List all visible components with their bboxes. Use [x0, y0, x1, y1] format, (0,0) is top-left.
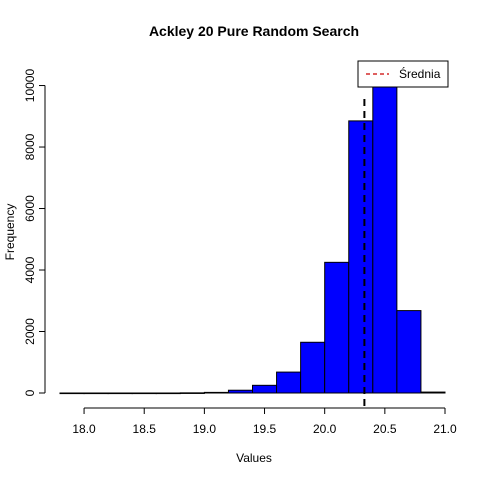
- y-tick-label: 0: [23, 389, 37, 396]
- y-axis: 0 2000 4000 6000 8000 10000: [23, 69, 46, 396]
- histogram-bar: [131, 392, 157, 395]
- histogram-bar: [203, 391, 229, 394]
- histogram-bar: [324, 261, 350, 394]
- histogram-bar: [276, 371, 302, 394]
- y-tick-label: 10000: [23, 69, 37, 103]
- histogram-bar: [372, 83, 398, 394]
- x-tick-label: 21.0: [433, 422, 457, 436]
- histogram-bar: [227, 389, 253, 394]
- x-tick-label: 18.5: [133, 422, 157, 436]
- x-axis: 18.0 18.5 19.0 19.5 20.0 20.5 21.0: [72, 407, 457, 436]
- legend: Średnia: [357, 60, 449, 88]
- y-axis-label: Frequency: [3, 204, 17, 261]
- histogram-bar: [348, 120, 374, 394]
- x-tick-label: 19.5: [253, 422, 277, 436]
- histogram-bar: [59, 392, 85, 395]
- histogram-bar: [252, 384, 278, 394]
- bars-group: [59, 83, 446, 395]
- x-tick-label: 20.0: [313, 422, 337, 436]
- x-tick-label: 19.0: [193, 422, 217, 436]
- x-tick-label: 20.5: [373, 422, 397, 436]
- y-tick-label: 4000: [23, 256, 37, 283]
- legend-label: Średnia: [399, 66, 441, 81]
- histogram-bar: [107, 392, 133, 395]
- x-axis-label: Values: [236, 451, 272, 465]
- histogram-bar: [179, 392, 205, 394]
- x-tick-label: 18.0: [72, 422, 96, 436]
- chart-title: Ackley 20 Pure Random Search: [149, 23, 359, 39]
- y-tick-label: 8000: [23, 133, 37, 160]
- y-tick-label: 6000: [23, 195, 37, 222]
- histogram-bar: [396, 310, 422, 394]
- histogram-bar: [420, 391, 446, 394]
- histogram-bar: [300, 341, 326, 394]
- histogram-bar: [155, 392, 181, 395]
- histogram-bar: [83, 392, 109, 395]
- y-tick-label: 2000: [23, 318, 37, 345]
